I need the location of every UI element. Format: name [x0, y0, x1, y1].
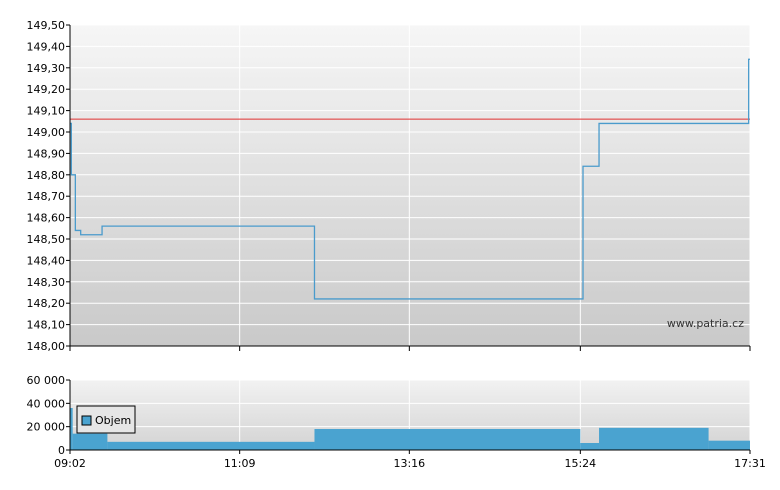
price-panel: 149,50 149,40 149,30 149,20 149,10 149,00 148,… [27, 19, 751, 353]
volume-bar [72, 433, 108, 450]
volume-bar [70, 408, 73, 450]
price-series-line [70, 58, 750, 300]
price-y-tick-label: 148,20 [27, 297, 66, 310]
price-y-tick-label: 148,60 [27, 212, 66, 225]
price-y-tick-label: 148,50 [27, 233, 66, 246]
volume-bar [314, 429, 581, 450]
price-y-tick-label: 149,00 [27, 126, 66, 139]
price-y-tick-label: 149,20 [27, 83, 66, 96]
volume-y-axis: 60 000 40 000 20 000 0 [27, 374, 70, 457]
volume-bar [599, 427, 709, 450]
volume-y-tick-label: 0 [58, 444, 65, 457]
legend-label: Objem [95, 414, 131, 427]
price-y-tick-label: 148,30 [27, 276, 66, 289]
price-y-tick-label: 149,10 [27, 105, 66, 118]
volume-x-axis-ticks: 09:02 11:09 13:16 15:24 17:31 [54, 450, 766, 470]
legend-swatch [81, 415, 92, 426]
volume-panel: 60 000 40 000 20 000 0 09:02 11:09 13:16 15:24… [27, 374, 766, 470]
x-tick-label: 17:31 [734, 457, 766, 470]
price-x-ticks [69, 346, 751, 351]
volume-y-tick-label: 60 000 [27, 374, 66, 387]
price-y-tick-label: 148,70 [27, 190, 66, 203]
price-grid [69, 24, 751, 347]
volume-bar [580, 443, 600, 450]
price-plot-background [70, 25, 750, 346]
price-y-tick-label: 149,30 [27, 62, 66, 75]
price-y-tick-label: 149,50 [27, 19, 66, 32]
price-y-tick-label: 148,40 [27, 254, 66, 267]
price-y-axis: 149,50 149,40 149,30 149,20 149,10 149,00 148,… [27, 19, 70, 353]
price-y-tick-label: 148,00 [27, 340, 66, 353]
price-y-tick-label: 148,10 [27, 319, 66, 332]
volume-legend: Objem [76, 405, 136, 434]
x-tick-label: 13:16 [393, 457, 425, 470]
watermark: www.patria.cz [667, 317, 744, 330]
price-y-tick-label: 149,40 [27, 40, 66, 53]
x-tick-label: 15:24 [564, 457, 596, 470]
volume-bar [107, 441, 315, 450]
volume-y-tick-label: 40 000 [27, 397, 66, 410]
volume-bar [708, 440, 750, 450]
price-y-tick-label: 148,90 [27, 147, 66, 160]
x-tick-label: 09:02 [54, 457, 86, 470]
legend-box [76, 405, 136, 434]
volume-y-tick-label: 20 000 [27, 421, 66, 434]
volume-bars [70, 408, 750, 450]
x-tick-label: 11:09 [224, 457, 256, 470]
price-y-tick-label: 148,80 [27, 169, 66, 182]
